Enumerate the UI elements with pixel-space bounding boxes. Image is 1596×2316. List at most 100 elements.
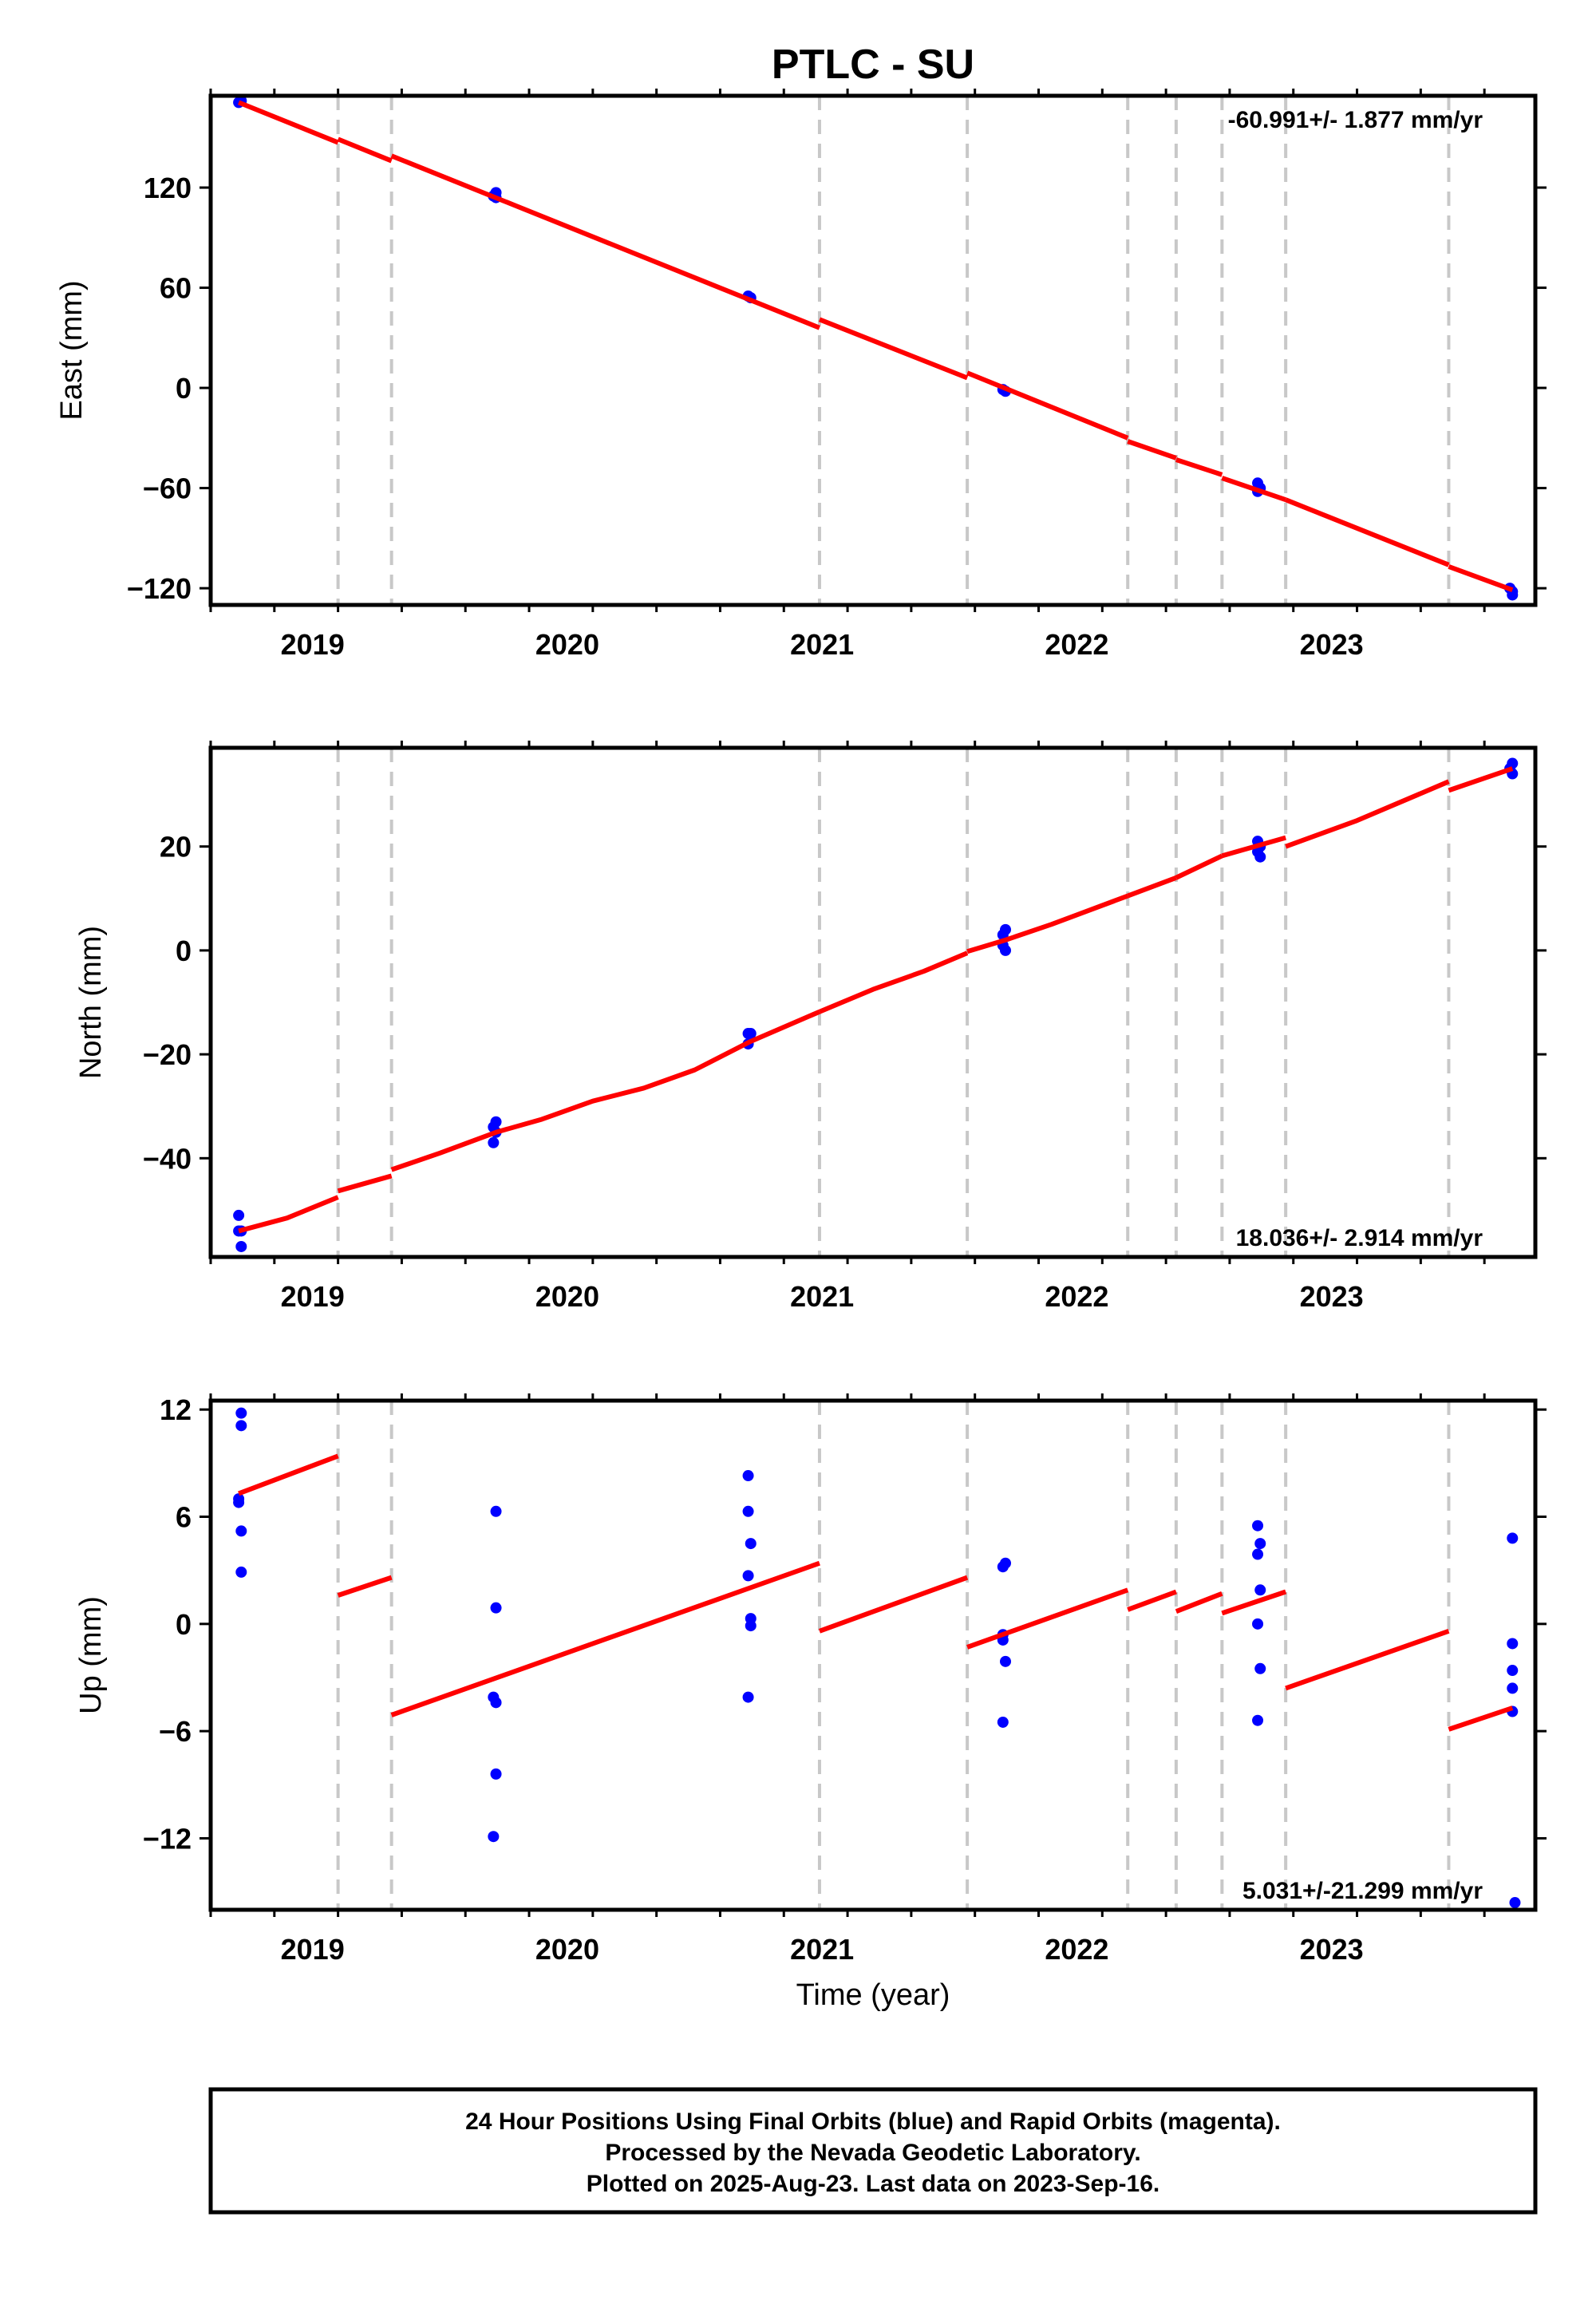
- up-y-tick-label: 6: [176, 1501, 192, 1534]
- north-data-point: [1254, 851, 1266, 863]
- east-model-line: [966, 370, 1129, 441]
- north-x-tick-label: 2022: [1045, 1280, 1108, 1313]
- up-model-line: [390, 1560, 820, 1717]
- north-model-line: [337, 1173, 393, 1194]
- up-data-point: [745, 1620, 757, 1632]
- north-rate-label: 18.036+/- 2.914 mm/yr: [1236, 1225, 1483, 1251]
- up-panel: −12 −6 0 6 12 2019 2020 2021 2022 2023 Up (mm) 5.03…: [74, 1393, 1547, 1966]
- north-model-line: [1127, 875, 1177, 899]
- up-data-point: [1507, 1638, 1519, 1650]
- up-data-point: [742, 1570, 754, 1582]
- chart-title: PTLC - SU: [772, 41, 974, 88]
- east-model-line: [1448, 564, 1514, 592]
- up-rate-label: 5.031+/-21.299 mm/yr: [1242, 1878, 1483, 1904]
- east-model-line: [237, 100, 339, 145]
- north-model-line: [818, 951, 969, 1014]
- up-y-axis-label: Up (mm): [74, 1596, 108, 1714]
- east-panel: −120 −60 0 60 120 2019 2020 2021 2022 2023 East (m…: [55, 89, 1547, 661]
- north-x-tick-label: 2019: [281, 1280, 345, 1313]
- up-data-point: [1252, 1548, 1264, 1560]
- east-y-tick-label: 120: [144, 172, 192, 204]
- up-data-point: [1254, 1662, 1266, 1674]
- up-y-tick-label: −6: [159, 1715, 192, 1748]
- up-data-point: [235, 1407, 247, 1419]
- up-frame: [208, 1398, 1538, 1912]
- east-x-tick-label: 2021: [790, 628, 854, 661]
- north-model-line: [390, 1009, 821, 1172]
- up-data-point: [1252, 1618, 1264, 1630]
- up-data-point: [490, 1697, 502, 1709]
- up-data-point: [490, 1505, 502, 1517]
- east-data-point: [1507, 589, 1519, 601]
- up-data-point: [1252, 1520, 1264, 1531]
- north-panel: −40 −20 0 20 2019 2020 2021 2022 2023 North (mm) 1…: [74, 741, 1547, 1313]
- east-x-tick-label: 2022: [1045, 628, 1108, 661]
- east-x-tick-label: 2019: [281, 628, 345, 661]
- up-data-point: [490, 1602, 502, 1614]
- up-x-tick-label: 2019: [281, 1933, 345, 1966]
- up-data-point: [488, 1831, 500, 1843]
- east-y-tick-label: 60: [160, 272, 192, 305]
- up-data-point: [997, 1716, 1009, 1728]
- north-y-axis-label: North (mm): [74, 926, 108, 1079]
- east-model-line: [390, 153, 821, 330]
- north-x-tick-label: 2020: [535, 1280, 599, 1313]
- north-frame: [208, 745, 1538, 1259]
- north-data-point: [233, 1209, 245, 1221]
- north-data-point: [488, 1136, 500, 1148]
- up-data-point: [1507, 1682, 1519, 1694]
- up-model-line: [1175, 1591, 1223, 1614]
- footer-line-2: Processed by the Nevada Geodetic Laborat…: [605, 2140, 1140, 2166]
- east-x-tick-label: 2023: [1300, 628, 1364, 661]
- east-rate-label: -60.991+/- 1.877 mm/yr: [1228, 107, 1483, 133]
- up-x-tick-label: 2020: [535, 1933, 599, 1966]
- up-data-point: [235, 1566, 247, 1578]
- up-model-line: [1221, 1589, 1287, 1616]
- footer-frame: [208, 2087, 1538, 2215]
- up-model-line: [966, 1587, 1129, 1650]
- up-x-tick-label: 2022: [1045, 1933, 1108, 1966]
- up-data-point: [742, 1505, 754, 1517]
- north-model-line: [1175, 853, 1223, 880]
- east-y-tick-label: −60: [143, 472, 192, 505]
- east-model-line: [1221, 476, 1287, 503]
- up-y-tick-label: 12: [160, 1393, 192, 1426]
- up-model-line: [238, 1453, 339, 1496]
- north-data-point: [1507, 757, 1519, 769]
- up-data-point: [742, 1470, 754, 1482]
- up-data-point: [235, 1420, 247, 1432]
- up-data-point: [742, 1691, 754, 1703]
- up-model-line: [1285, 1628, 1450, 1691]
- up-data-point: [1254, 1584, 1266, 1596]
- north-data-point: [745, 1028, 757, 1040]
- up-model-line: [818, 1575, 969, 1634]
- east-y-axis-label: East (mm): [55, 280, 89, 420]
- up-data-point: [1000, 1655, 1011, 1667]
- footer-line-3: Plotted on 2025-Aug-23. Last data on 202…: [587, 2171, 1160, 2197]
- up-x-tick-label: 2023: [1300, 1933, 1364, 1966]
- east-y-tick-label: −120: [127, 572, 192, 605]
- x-axis-label: Time (year): [796, 1978, 950, 2012]
- east-model-line: [1285, 497, 1450, 567]
- north-data-point: [1000, 944, 1011, 956]
- up-model-line: [1127, 1589, 1177, 1612]
- north-model-line: [1448, 766, 1514, 793]
- north-model-line: [966, 893, 1129, 954]
- east-model-line: [1175, 457, 1223, 477]
- east-x-tick-label: 2020: [535, 628, 599, 661]
- up-data-point: [1507, 1532, 1519, 1544]
- north-y-tick-label: 20: [160, 831, 192, 864]
- footer-box: 24 Hour Positions Using Final Orbits (bl…: [208, 2087, 1538, 2215]
- up-data-point: [233, 1496, 245, 1508]
- east-model-line: [337, 136, 393, 164]
- up-y-tick-label: 0: [176, 1608, 192, 1641]
- up-model-line: [1448, 1705, 1514, 1732]
- up-data-point: [490, 1768, 502, 1780]
- panels: −120 −60 0 60 120 2019 2020 2021 2022 2023 East (m…: [55, 89, 1547, 1966]
- east-model-line: [818, 317, 969, 381]
- up-data-point: [1507, 1665, 1519, 1677]
- east-model-line: [1127, 439, 1177, 460]
- up-data-point: [1254, 1538, 1266, 1550]
- north-y-tick-label: −20: [143, 1038, 192, 1071]
